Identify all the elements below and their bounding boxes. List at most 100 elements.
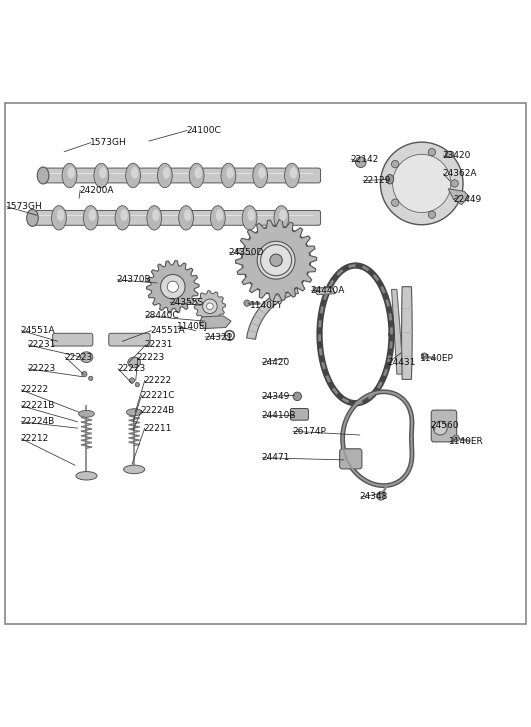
Text: 22231: 22231 [145,340,173,350]
Text: 22129: 22129 [362,176,390,185]
FancyBboxPatch shape [340,449,362,469]
Circle shape [207,303,213,310]
Text: 24471: 24471 [261,453,289,462]
Ellipse shape [126,164,141,188]
Polygon shape [391,289,403,374]
Circle shape [356,157,366,167]
Ellipse shape [446,151,454,158]
Ellipse shape [184,209,191,221]
Text: 22231: 22231 [27,340,56,350]
Text: 22449: 22449 [453,195,481,204]
Polygon shape [448,189,469,204]
Ellipse shape [124,465,145,474]
Ellipse shape [62,164,77,188]
Ellipse shape [221,164,236,188]
FancyBboxPatch shape [431,410,457,442]
Circle shape [293,392,302,401]
Text: 22223: 22223 [64,353,92,361]
Ellipse shape [128,357,141,368]
Circle shape [268,252,285,269]
Ellipse shape [94,164,109,188]
Ellipse shape [279,209,287,221]
FancyBboxPatch shape [30,210,321,225]
FancyBboxPatch shape [53,333,93,346]
Text: 1573GH: 1573GH [90,138,126,147]
Text: 24348: 24348 [360,492,388,502]
Circle shape [82,371,87,377]
Text: 23420: 23420 [442,151,471,161]
FancyBboxPatch shape [41,168,321,183]
Ellipse shape [247,209,255,221]
Text: 24551A: 24551A [150,326,185,335]
Ellipse shape [178,206,193,230]
FancyBboxPatch shape [109,333,150,346]
Text: 22223: 22223 [27,364,55,373]
Text: 22224B: 22224B [141,406,175,414]
Circle shape [428,148,435,156]
Text: 24355S: 24355S [169,298,203,307]
Ellipse shape [258,167,266,179]
Ellipse shape [37,167,49,184]
Circle shape [391,161,399,168]
Text: 1140EP: 1140EP [420,354,454,363]
Circle shape [391,199,399,206]
Text: 24431: 24431 [387,358,416,367]
Text: 22222: 22222 [144,376,172,385]
Circle shape [451,180,458,187]
Circle shape [227,333,232,337]
Polygon shape [313,288,336,294]
Ellipse shape [189,164,204,188]
Polygon shape [246,284,298,340]
Text: 24200A: 24200A [79,186,114,195]
Text: 24362A: 24362A [442,169,477,178]
Polygon shape [147,260,199,313]
Circle shape [421,353,427,359]
Ellipse shape [80,352,93,363]
Ellipse shape [121,209,128,221]
Text: 22212: 22212 [20,434,48,443]
Text: 1140ER: 1140ER [449,438,484,446]
Text: 28440C: 28440C [145,311,179,321]
Ellipse shape [285,164,299,188]
Polygon shape [235,220,316,301]
Circle shape [135,382,140,387]
Ellipse shape [253,164,268,188]
FancyBboxPatch shape [290,409,309,420]
Circle shape [244,300,250,306]
Ellipse shape [99,167,107,179]
Ellipse shape [57,209,64,221]
Text: 24349: 24349 [261,393,289,401]
Text: 22221C: 22221C [141,391,175,400]
Ellipse shape [83,206,98,230]
Ellipse shape [52,206,66,230]
Text: 22211: 22211 [144,424,172,433]
Text: 24551A: 24551A [20,326,55,335]
Text: 22224B: 22224B [20,417,55,426]
Circle shape [167,281,178,292]
Ellipse shape [216,209,223,221]
Text: 1140FY: 1140FY [250,301,283,310]
Circle shape [453,435,459,441]
Circle shape [433,421,447,435]
Circle shape [203,299,217,313]
Ellipse shape [67,167,75,179]
Ellipse shape [163,167,170,179]
Circle shape [376,491,385,500]
Ellipse shape [210,206,225,230]
Ellipse shape [274,206,289,230]
Ellipse shape [226,167,234,179]
Text: 24100C: 24100C [186,126,221,135]
Text: 24321: 24321 [204,332,233,342]
Text: 22223: 22223 [117,364,145,373]
Circle shape [242,226,311,294]
Ellipse shape [194,167,202,179]
Text: 22223: 22223 [137,353,165,361]
Circle shape [270,254,282,266]
Ellipse shape [115,206,130,230]
Text: 26174P: 26174P [292,427,326,435]
Text: 22221B: 22221B [20,401,55,410]
Polygon shape [194,291,226,322]
Text: 24560: 24560 [431,422,459,430]
Ellipse shape [76,472,97,480]
Ellipse shape [131,167,139,179]
